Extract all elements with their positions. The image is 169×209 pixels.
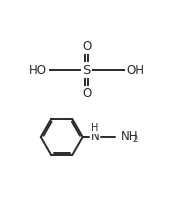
Text: S: S <box>82 64 91 77</box>
Text: O: O <box>82 40 91 53</box>
Text: OH: OH <box>126 64 144 77</box>
Text: N: N <box>91 130 100 144</box>
Text: 2: 2 <box>132 135 138 144</box>
Text: NH: NH <box>121 130 138 144</box>
Text: HO: HO <box>29 64 47 77</box>
Text: H: H <box>91 124 99 134</box>
Text: O: O <box>82 87 91 100</box>
